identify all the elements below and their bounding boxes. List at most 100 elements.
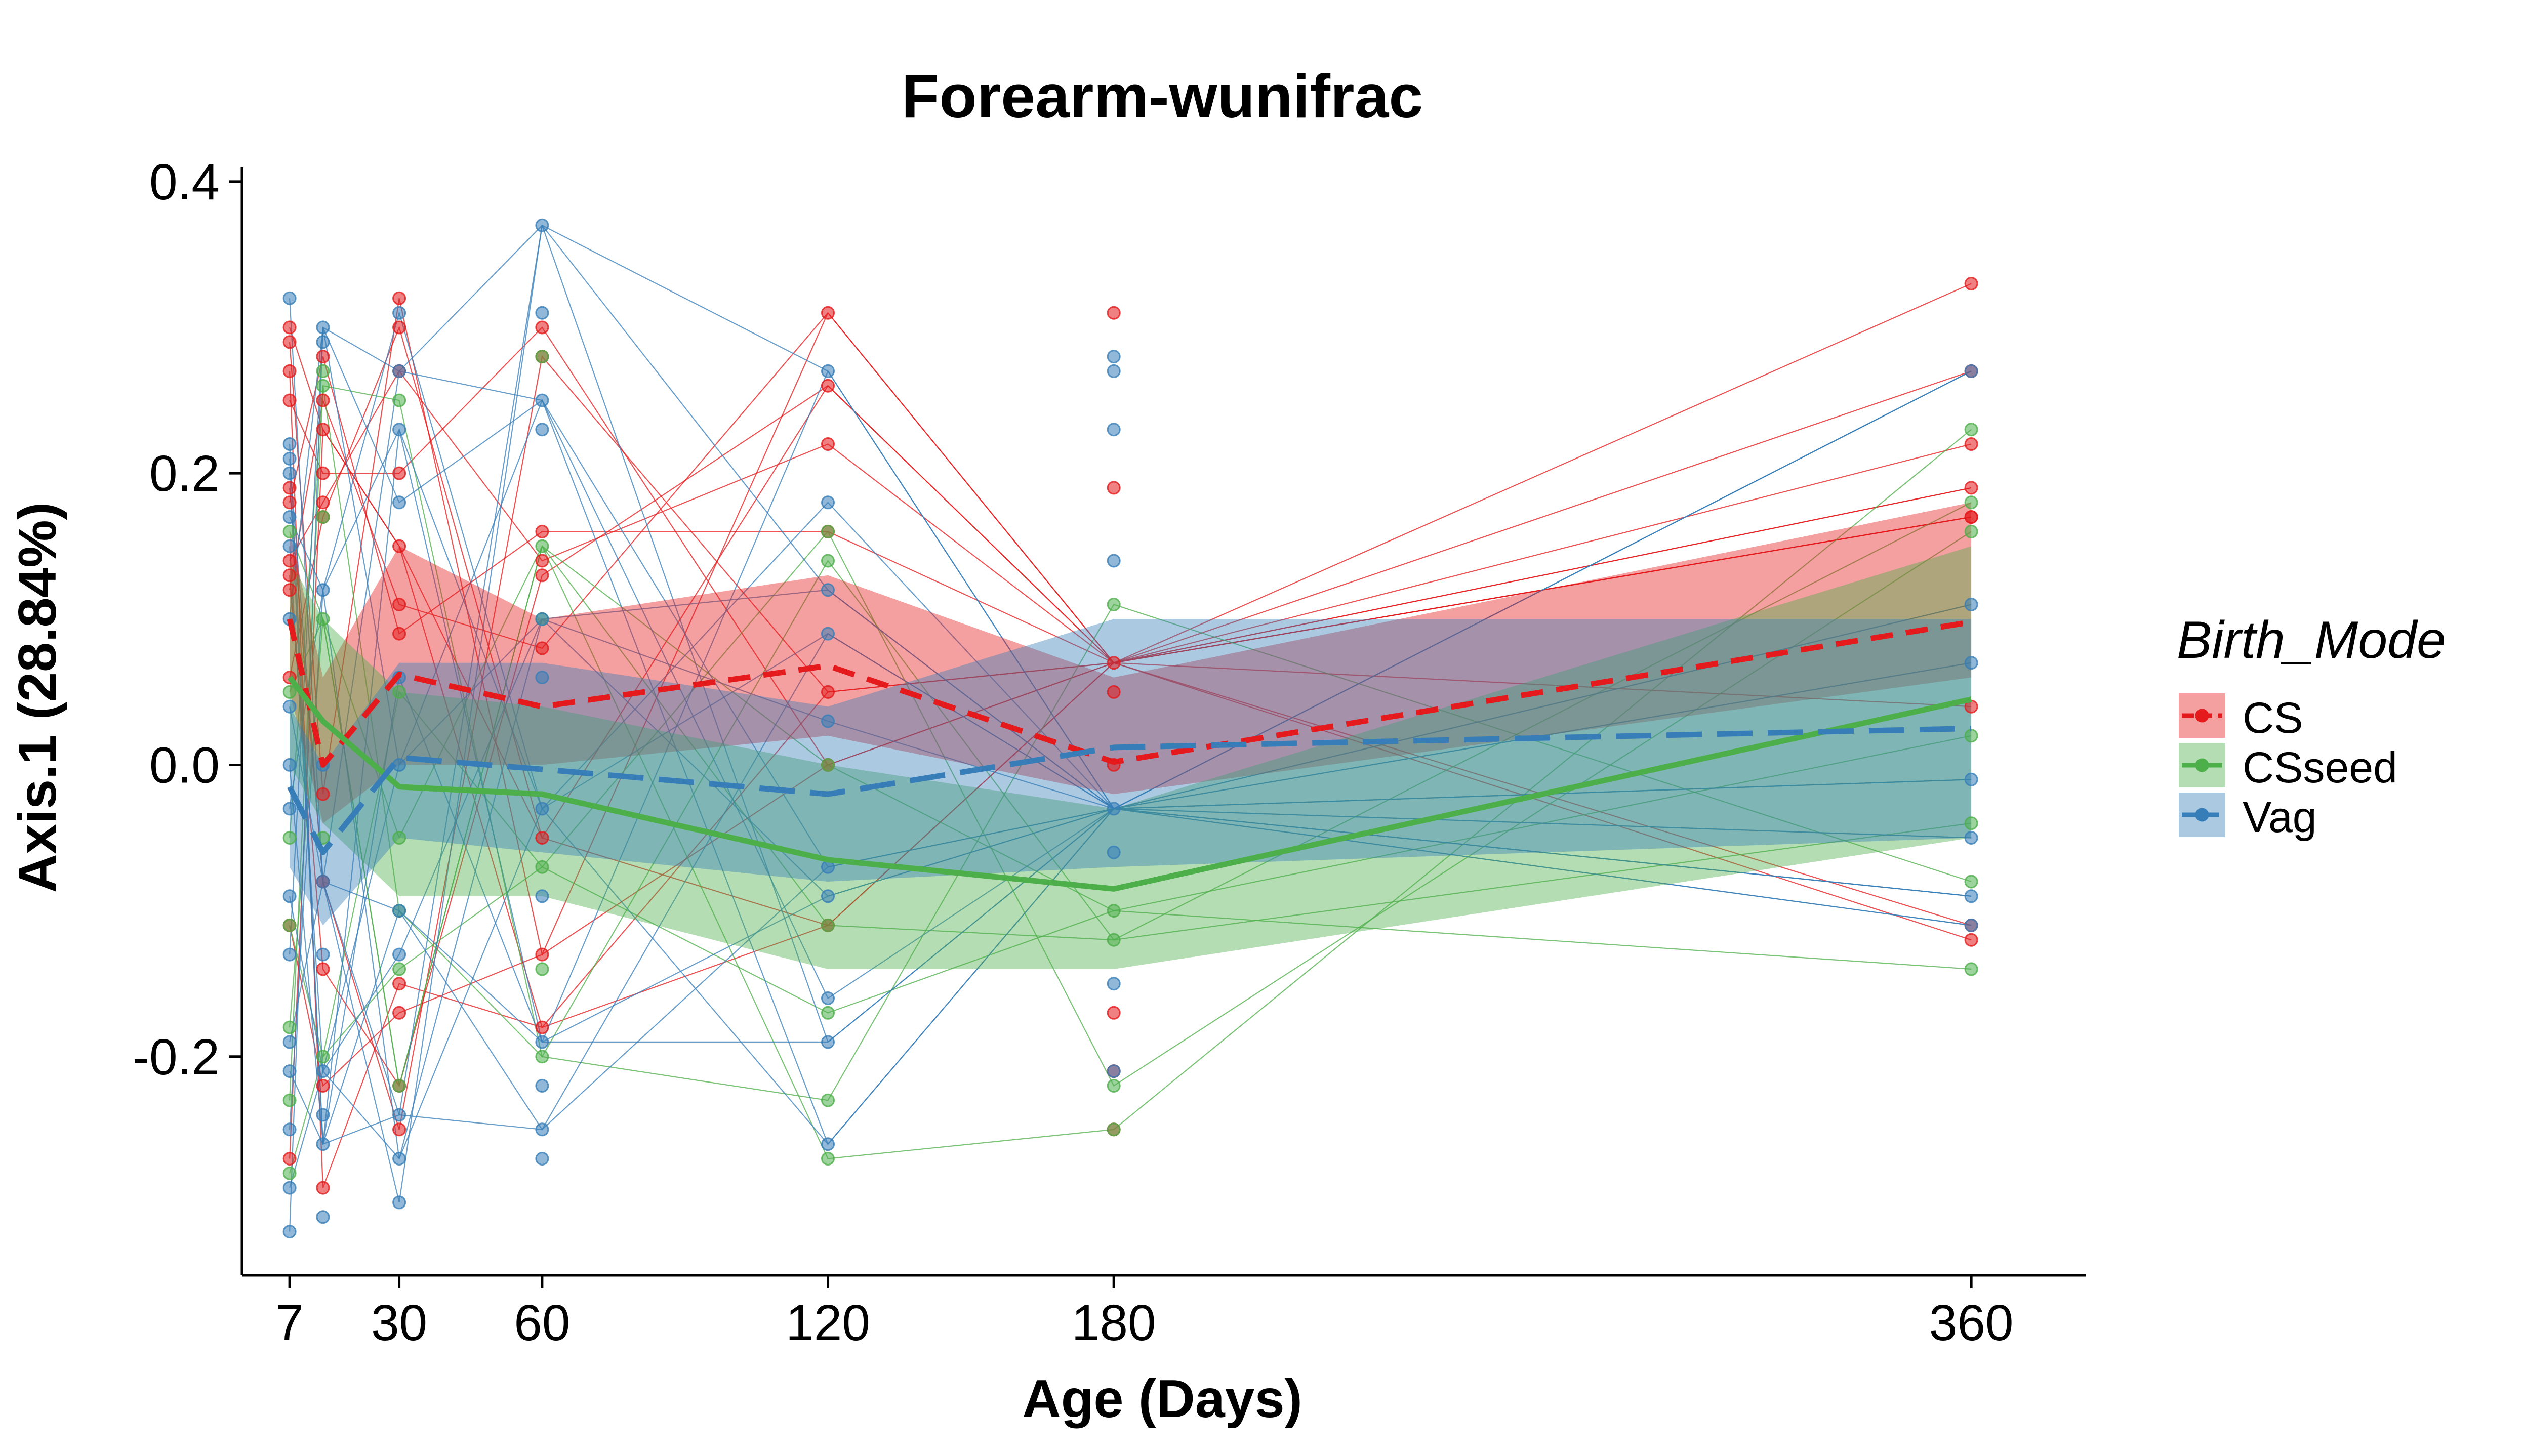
point-vag-71 [1964,772,1978,786]
ribbon-vag [290,619,1972,926]
point-vag-47 [535,1078,549,1093]
point-cs-5 [282,495,297,510]
point-csseed-12 [316,1050,330,1064]
point-csseed-23 [535,962,549,976]
x-tick-label: 360 [1929,1295,2014,1351]
point-csseed-13 [392,393,406,407]
point-csseed-3 [282,918,297,932]
point-cs-12 [316,350,330,364]
legend-key-point [2195,758,2209,772]
point-vag-33 [392,904,406,918]
point-vag-73 [1964,889,1978,903]
point-vag-41 [535,423,549,437]
point-vag-54 [821,714,835,728]
point-csseed-28 [821,918,835,932]
point-cs-31 [392,1006,406,1020]
point-cs-24 [392,320,406,335]
point-csseed-24 [535,1050,549,1064]
mean-line-vag [287,725,1972,855]
point-vag-19 [316,583,330,597]
y-ticks: -0.2 0.0 0.2 0.4 [133,154,242,1086]
point-cs-22 [316,1181,330,1195]
axes: -0.2 0.0 0.2 0.4 7 30 60 120 180 360 [133,154,2086,1351]
legend-item-csseed: CSseed [2179,743,2397,792]
mean-line-csseed [287,676,1972,892]
point-vag-57 [821,991,835,1005]
point-csseed-20 [535,539,549,553]
ribbon-csseed [290,546,1972,969]
legend-label: CS [2243,694,2303,742]
point-cs-26 [392,466,406,480]
point-vag-49 [535,1152,549,1166]
point-csseed-6 [282,1166,297,1180]
point-vag-38 [535,218,549,232]
point-cs-38 [535,568,549,583]
legend-label: Vag [2243,793,2317,842]
legend-item-cs: CS [2179,693,2303,742]
point-cs-4 [282,481,297,495]
point-cs-28 [392,598,406,611]
point-vag-16 [282,1225,297,1239]
point-cs-36 [535,524,549,538]
point-vag-9 [282,802,297,816]
point-csseed-39 [1964,524,1978,538]
point-cs-11 [282,1152,297,1166]
point-csseed-26 [821,554,835,568]
point-cs-30 [392,977,406,991]
point-vag-67 [1107,1064,1121,1078]
point-vag-10 [282,889,297,903]
point-csseed-29 [821,1006,835,1020]
point-csseed-9 [316,510,330,524]
point-csseed-2 [282,831,297,845]
point-vag-56 [821,889,835,903]
point-cs-40 [535,831,549,845]
point-vag-23 [316,1064,330,1078]
x-axis-title: Age (Days) [1022,1369,1302,1429]
point-vag-50 [821,364,835,378]
point-vag-59 [821,1137,835,1151]
point-vag-53 [821,627,835,641]
point-csseed-15 [392,831,406,845]
point-csseed-35 [1107,1078,1121,1093]
x-tick-label: 30 [371,1295,427,1351]
ribbon-cs [290,502,1972,823]
point-csseed-38 [1964,495,1978,510]
point-cs-20 [316,962,330,976]
point-vag-43 [535,671,549,685]
point-vag-1 [282,437,297,451]
legend-item-vag: Vag [2179,793,2317,842]
point-vag-28 [392,364,406,378]
point-cs-45 [821,437,835,451]
point-csseed-41 [1964,816,1978,830]
point-vag-26 [316,1210,330,1224]
point-vag-46 [535,1035,549,1049]
point-cs-39 [535,641,549,655]
point-cs-8 [282,583,297,597]
point-csseed-18 [392,1078,406,1093]
sample-points [282,218,1978,1239]
x-ticks: 7 30 60 120 180 360 [275,1275,2014,1351]
point-vag-11 [282,947,297,962]
point-vag-22 [316,947,330,962]
confidence-ribbons [290,502,1972,969]
point-cs-6 [282,554,297,568]
point-csseed-14 [392,685,406,699]
point-cs-18 [316,787,330,801]
y-axis-title: Axis.1 (28.84%) [8,502,67,893]
point-csseed-22 [535,860,549,874]
x-tick-label: 7 [275,1295,304,1351]
point-cs-29 [392,627,406,641]
point-vag-2 [282,451,297,466]
point-vag-58 [821,1035,835,1049]
point-vag-48 [535,1122,549,1137]
point-vag-62 [1107,423,1121,437]
point-vag-61 [1107,364,1121,378]
point-csseed-37 [1964,423,1978,437]
point-vag-4 [282,510,297,524]
legend-label: CSseed [2243,743,2397,792]
point-cs-58 [1964,277,1978,290]
point-vag-21 [316,875,330,889]
point-vag-24 [316,1108,330,1122]
point-vag-63 [1107,554,1121,568]
point-vag-30 [392,495,406,510]
